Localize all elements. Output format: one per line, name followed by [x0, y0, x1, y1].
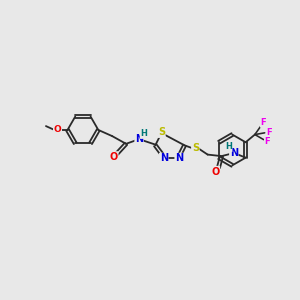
Text: N: N — [175, 153, 183, 164]
Text: N: N — [230, 148, 238, 158]
Text: S: S — [158, 127, 165, 137]
Text: F: F — [260, 118, 266, 127]
Text: F: F — [266, 128, 272, 136]
Text: O: O — [54, 125, 61, 134]
Text: S: S — [192, 143, 199, 153]
Text: H: H — [225, 142, 232, 152]
Text: H: H — [140, 129, 147, 138]
Text: F: F — [265, 137, 270, 146]
Text: O: O — [211, 167, 220, 176]
Text: O: O — [110, 152, 118, 162]
Text: N: N — [135, 134, 143, 144]
Text: N: N — [160, 153, 168, 164]
